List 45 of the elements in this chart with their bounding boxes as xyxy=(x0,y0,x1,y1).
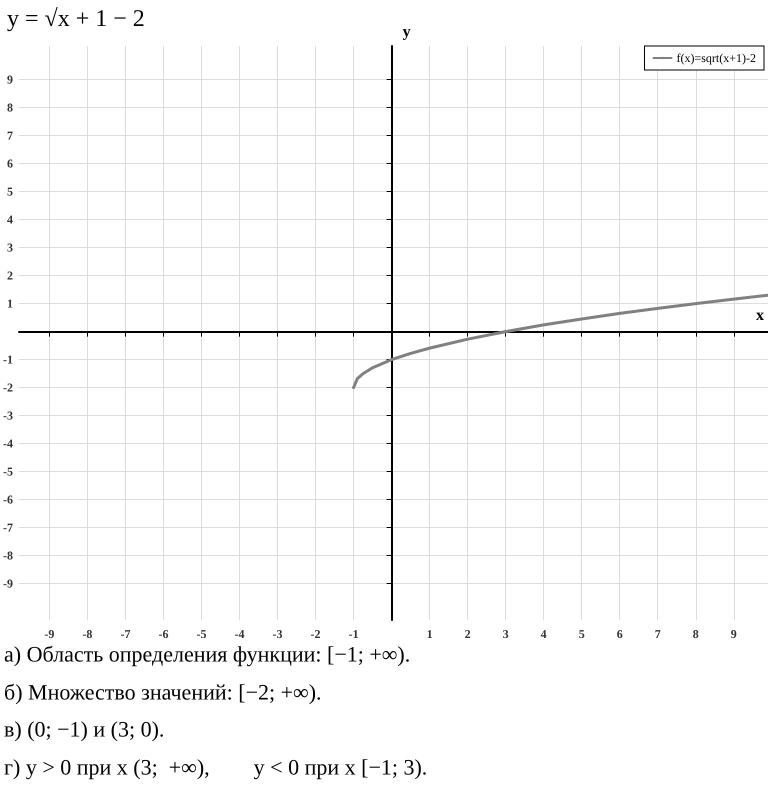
x-tick-label: -5 xyxy=(196,627,206,641)
y-tick-label: 5 xyxy=(6,184,13,199)
y-tick-label: 6 xyxy=(6,156,13,171)
text: б) Множество значений: [−2; +∞). xyxy=(4,680,322,704)
line-series xyxy=(352,294,768,390)
x-tick-label: -6 xyxy=(158,627,168,641)
x-tick-label: 6 xyxy=(616,627,623,641)
x-tick-label: -2 xyxy=(310,627,321,641)
chart-title: y = √x + 1 − 2 xyxy=(7,6,145,32)
y-tick-label: -2 xyxy=(2,380,13,395)
y-tick-label: 4 xyxy=(6,212,13,227)
y-axis-title: y xyxy=(402,24,411,40)
x-tick-label: -3 xyxy=(272,627,283,641)
x-tick-label: -1 xyxy=(348,627,359,641)
x-tick-label: 2 xyxy=(464,627,471,641)
x-axis-title: x xyxy=(756,307,764,324)
y-tick-label: -4 xyxy=(2,436,13,451)
y-tick-label: 9 xyxy=(6,72,13,87)
x-tick-label: 1 xyxy=(426,627,433,641)
y-tick-label: -3 xyxy=(2,408,13,423)
x-tick-label: 7 xyxy=(654,627,661,641)
y-tick-label: 1 xyxy=(6,296,13,311)
x-tick-label: 3 xyxy=(502,627,509,641)
x-tick-label: 5 xyxy=(578,627,585,641)
y-tick-label: -6 xyxy=(2,492,13,507)
x-tick-label: 9 xyxy=(730,627,737,641)
y-tick-label: 7 xyxy=(6,128,13,143)
x-tick-label: -8 xyxy=(82,627,92,641)
y-tick-label: -8 xyxy=(2,548,13,563)
y-tick-label: 2 xyxy=(6,268,13,283)
x-tick-label: 8 xyxy=(692,627,699,641)
text: г) y > 0 при x (3; +∞), y < 0 при x [−1; 3). xyxy=(4,754,428,780)
x-tick-label: -7 xyxy=(120,627,130,641)
y-tick-label: -1 xyxy=(2,352,13,367)
text: в) (0; −1) и (3; 0). xyxy=(4,716,164,742)
y-tick-label: -9 xyxy=(2,576,13,591)
legend-label: f(x)=sqrt(x+1)-2 xyxy=(676,51,756,65)
x-tick-label: -9 xyxy=(44,627,54,641)
x-tick-label: -4 xyxy=(234,627,245,641)
y-tick-label: 3 xyxy=(6,240,13,255)
y-tick-label: -5 xyxy=(2,464,13,479)
text: а) Область определения функции: [−1; +∞). xyxy=(4,642,410,666)
y-tick-label: -7 xyxy=(2,520,13,535)
y-tick-label: 8 xyxy=(6,100,13,115)
x-tick-label: 4 xyxy=(540,627,547,641)
